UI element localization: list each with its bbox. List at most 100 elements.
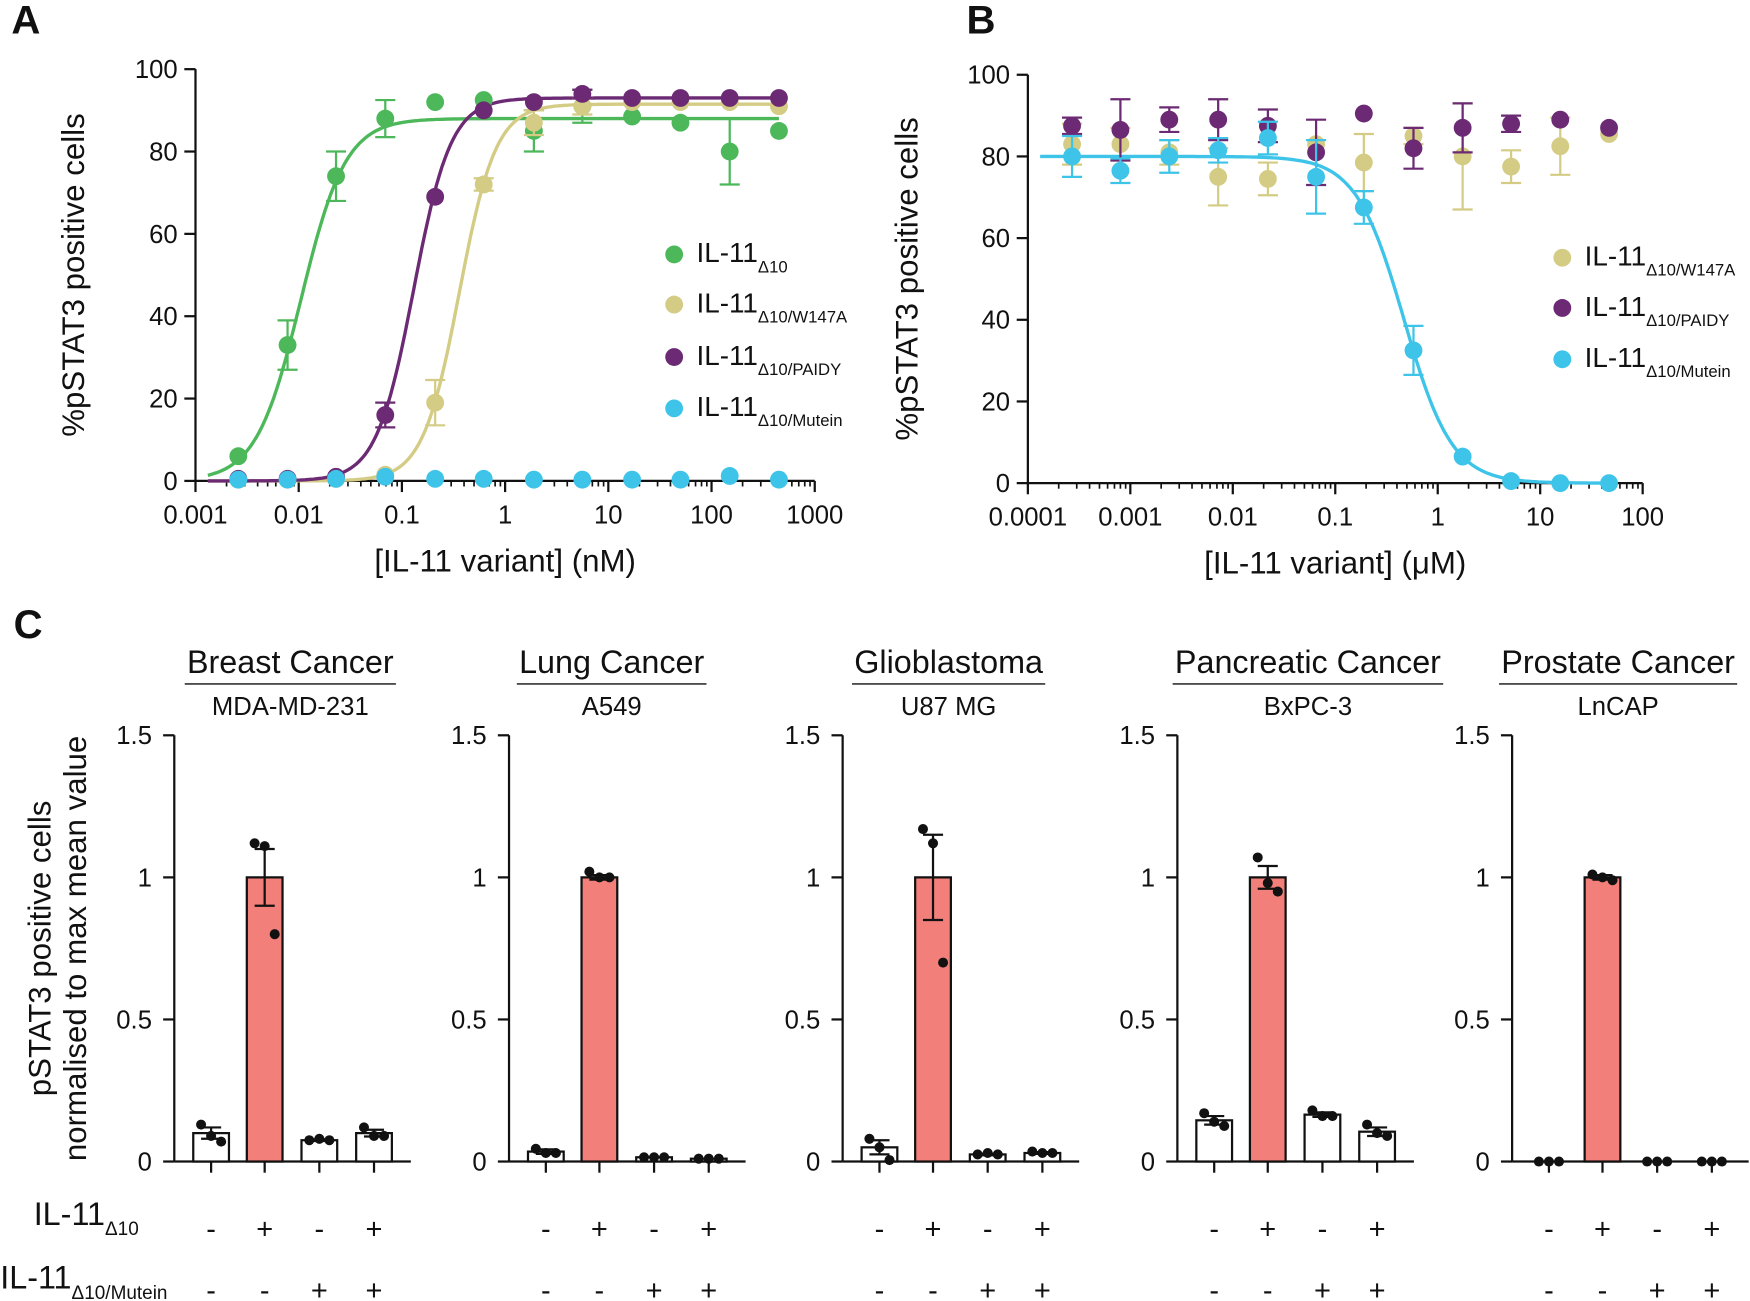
replicate-point bbox=[1272, 886, 1283, 897]
legend-marker bbox=[665, 399, 684, 418]
treatment-sign: - bbox=[595, 1275, 605, 1301]
replicate-point bbox=[1047, 1147, 1058, 1159]
legend-label: IL-11Δ10 bbox=[696, 237, 787, 276]
data-point bbox=[1307, 167, 1326, 186]
replicate-point bbox=[1317, 1111, 1328, 1122]
data-point bbox=[1453, 118, 1472, 137]
treatment-sign: + bbox=[1369, 1214, 1386, 1246]
cell-line-label: BxPC-3 bbox=[1264, 693, 1352, 721]
treatment-sign: + bbox=[256, 1214, 273, 1246]
replicate-point bbox=[584, 866, 595, 877]
treatment-sign: - bbox=[1209, 1214, 1219, 1246]
legend-marker bbox=[665, 245, 684, 264]
treatment-sign: - bbox=[541, 1275, 551, 1301]
replicate-point bbox=[1327, 1111, 1338, 1122]
series-1 bbox=[1062, 98, 1618, 187]
legend-item: IL-11Δ10/PAIDY bbox=[1553, 291, 1729, 330]
y-tick-label: 80 bbox=[149, 138, 178, 166]
fit-curve bbox=[207, 102, 779, 483]
data-point bbox=[1354, 153, 1373, 172]
legend-label-main: IL-11 bbox=[1585, 241, 1646, 272]
treatment-row-label: IL-11Δ10/Mutein bbox=[0, 1260, 167, 1301]
replicate-point bbox=[864, 1133, 875, 1144]
treatment-sign: + bbox=[1703, 1214, 1720, 1246]
replicate-point bbox=[1219, 1120, 1230, 1132]
replicate-point bbox=[314, 1133, 325, 1144]
x-tick-label: 0.001 bbox=[163, 501, 227, 529]
replicate-point bbox=[927, 838, 939, 849]
cell-line-label: U87 MG bbox=[901, 693, 997, 721]
data-point bbox=[623, 107, 642, 126]
data-point bbox=[474, 101, 493, 120]
replicate-point bbox=[269, 929, 280, 940]
x-tick-label: 100 bbox=[690, 501, 733, 529]
replicate-point bbox=[1662, 1156, 1673, 1167]
treatment-sign: + bbox=[1649, 1275, 1666, 1301]
replicate-point bbox=[368, 1130, 380, 1141]
y-tick-label: 0.5 bbox=[451, 1006, 487, 1034]
legend-item: IL-11Δ10/PAIDY bbox=[665, 340, 841, 379]
x-tick-label: 0.01 bbox=[1208, 504, 1258, 532]
y-tick-label: 20 bbox=[149, 385, 178, 413]
x-tick-label: 100 bbox=[1621, 504, 1664, 532]
replicate-point bbox=[982, 1147, 993, 1159]
treatment-row-label-sub: Δ10/Mutein bbox=[72, 1283, 168, 1301]
replicate-point bbox=[1307, 1105, 1318, 1116]
y-tick-label: 40 bbox=[981, 307, 1010, 335]
replicate-point bbox=[1199, 1108, 1210, 1119]
data-point bbox=[426, 187, 445, 206]
x-axis-title: [IL-11 variant] (nM) bbox=[374, 543, 636, 578]
treatment-sign: - bbox=[1544, 1214, 1554, 1246]
replicate-point bbox=[358, 1122, 369, 1133]
treatment-sign: - bbox=[1544, 1275, 1554, 1301]
treatment-sign: - bbox=[541, 1214, 551, 1246]
panel-letter: B bbox=[966, 0, 995, 42]
cell-line-label: A549 bbox=[582, 693, 642, 721]
legend-label-main: IL-11 bbox=[696, 237, 757, 268]
x-axis-title: [IL-11 variant] (μM) bbox=[1204, 546, 1466, 581]
data-point bbox=[278, 470, 297, 489]
data-point bbox=[474, 469, 493, 488]
treatment-sign: + bbox=[1259, 1214, 1276, 1246]
data-point bbox=[1354, 198, 1373, 217]
replicate-point bbox=[196, 1119, 207, 1130]
treatment-sign: - bbox=[875, 1214, 885, 1246]
replicate-point bbox=[1543, 1156, 1554, 1167]
replicate-point bbox=[550, 1147, 561, 1159]
replicate-point bbox=[1607, 875, 1618, 886]
x-tick-label: 10 bbox=[1526, 504, 1555, 532]
series-2 bbox=[1062, 120, 1618, 493]
legend-label-sub: Δ10 bbox=[758, 257, 788, 276]
replicate-point bbox=[874, 1142, 885, 1153]
data-point bbox=[573, 84, 592, 103]
data-point bbox=[623, 470, 642, 489]
data-point bbox=[770, 470, 788, 489]
y-tick-label: 1.5 bbox=[1454, 722, 1490, 750]
treatment-row-label: IL-11Δ10 bbox=[34, 1196, 139, 1240]
legend-marker bbox=[665, 348, 684, 366]
data-point bbox=[1209, 110, 1228, 129]
treatment-sign: + bbox=[925, 1214, 942, 1246]
legend-label: IL-11Δ10/PAIDY bbox=[1585, 291, 1730, 330]
y-tick-label: 0 bbox=[996, 470, 1010, 498]
y-tick-label: 0.5 bbox=[116, 1006, 152, 1034]
y-axis-title-line1: pSTAT3 positive cells bbox=[22, 801, 57, 1097]
treatment-sign: - bbox=[206, 1214, 216, 1246]
treatment-row-label-main: IL-11 bbox=[34, 1196, 105, 1232]
replicate-point bbox=[639, 1152, 650, 1163]
fit-curve bbox=[207, 116, 779, 477]
data-point bbox=[524, 93, 543, 112]
replicate-point bbox=[649, 1152, 660, 1163]
x-tick-label: 1 bbox=[498, 501, 512, 529]
panel-b: B 0 20 40 60 80 100 0.0001 0.001 0.01 0.1 1 10 100 [IL… bbox=[889, 0, 1736, 581]
y-tick-label: 0.5 bbox=[1454, 1006, 1490, 1034]
replicate-point bbox=[259, 841, 270, 852]
replicate-point bbox=[206, 1130, 217, 1141]
data-point bbox=[720, 142, 739, 161]
data-point bbox=[1063, 147, 1081, 166]
data-point bbox=[1404, 341, 1423, 360]
y-tick-label: 0.5 bbox=[1119, 1006, 1155, 1034]
replicate-point bbox=[1027, 1146, 1038, 1157]
data-point bbox=[1551, 110, 1570, 129]
